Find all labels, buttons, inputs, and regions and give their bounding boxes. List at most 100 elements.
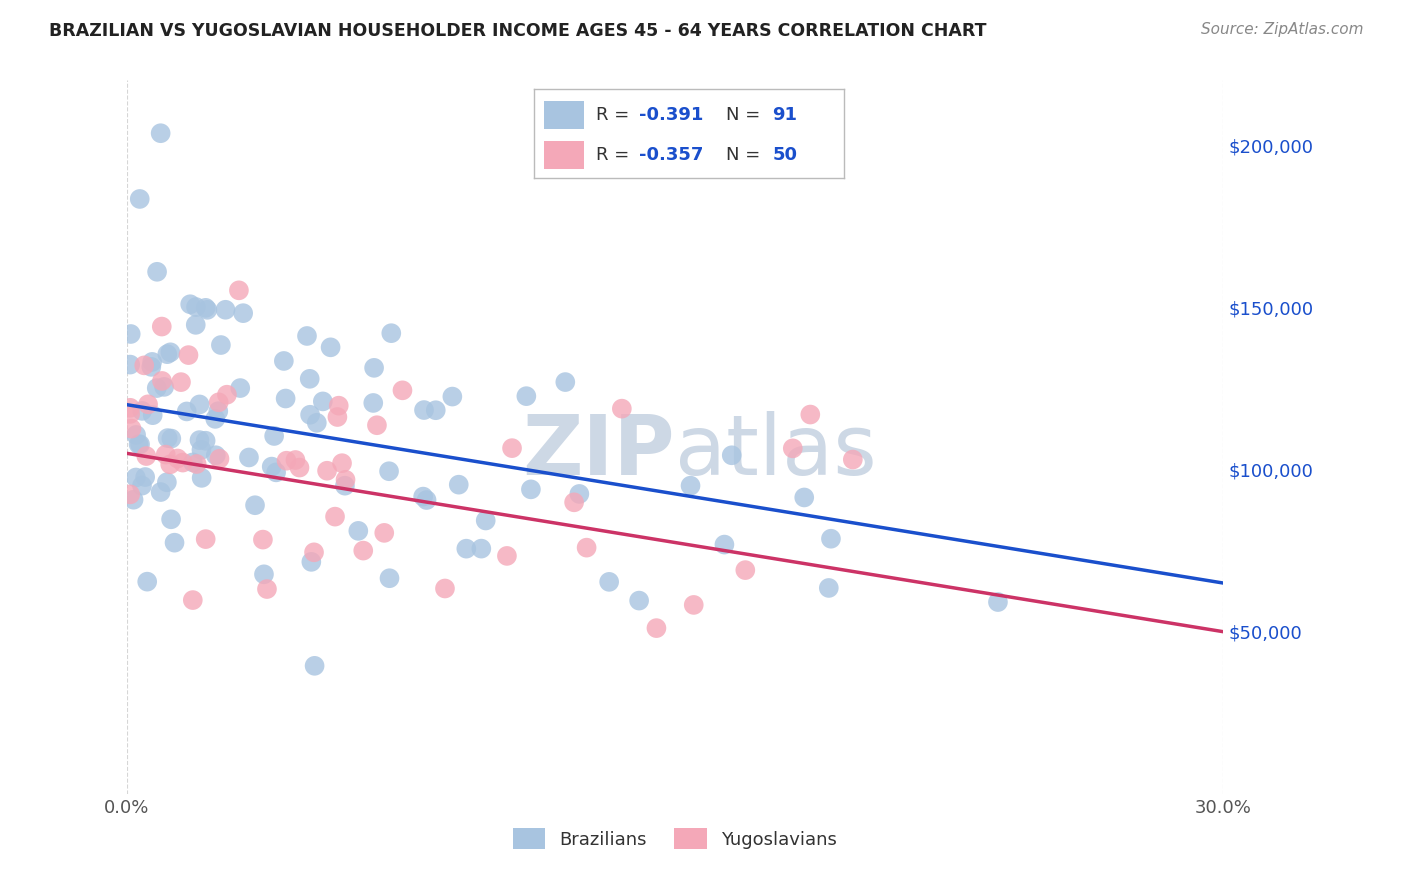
Point bbox=[146, 265, 169, 279]
Point bbox=[120, 326, 142, 341]
Point bbox=[134, 359, 156, 373]
Point bbox=[501, 441, 523, 455]
Point bbox=[195, 302, 218, 317]
Point bbox=[333, 479, 356, 493]
Point bbox=[713, 538, 735, 552]
Text: 50: 50 bbox=[772, 146, 797, 164]
Point bbox=[186, 457, 208, 471]
Point bbox=[232, 306, 254, 320]
Text: Source: ZipAtlas.com: Source: ZipAtlas.com bbox=[1201, 22, 1364, 37]
Point bbox=[474, 514, 496, 528]
Point bbox=[679, 478, 702, 492]
Point bbox=[413, 403, 436, 417]
Point bbox=[628, 593, 651, 607]
Point bbox=[194, 301, 217, 315]
Point bbox=[352, 543, 374, 558]
Point bbox=[323, 509, 346, 524]
Point bbox=[298, 372, 321, 386]
Point bbox=[520, 483, 543, 497]
Point bbox=[415, 493, 437, 508]
Point bbox=[150, 319, 173, 334]
Point bbox=[380, 326, 402, 341]
Point bbox=[159, 345, 181, 359]
Point bbox=[562, 495, 585, 509]
Point bbox=[163, 535, 186, 549]
Point bbox=[135, 449, 157, 463]
Point bbox=[207, 404, 229, 418]
Point bbox=[361, 396, 384, 410]
Point bbox=[170, 375, 193, 389]
Point bbox=[184, 318, 207, 332]
Point bbox=[160, 432, 183, 446]
Point bbox=[238, 450, 260, 465]
Point bbox=[820, 532, 842, 546]
Point bbox=[682, 598, 704, 612]
Point bbox=[160, 512, 183, 526]
Point bbox=[515, 389, 537, 403]
Point bbox=[842, 452, 865, 467]
Point bbox=[302, 545, 325, 559]
Point bbox=[304, 658, 326, 673]
Point bbox=[125, 428, 148, 442]
Point bbox=[131, 404, 153, 418]
Point bbox=[260, 459, 283, 474]
Point bbox=[120, 358, 142, 372]
Point bbox=[335, 473, 357, 487]
Point bbox=[782, 442, 804, 456]
Point bbox=[131, 478, 153, 492]
Point bbox=[177, 348, 200, 362]
Point bbox=[441, 390, 464, 404]
Point bbox=[181, 455, 204, 469]
Point bbox=[378, 464, 401, 478]
Point bbox=[299, 408, 322, 422]
Point bbox=[554, 375, 576, 389]
Point bbox=[194, 532, 217, 546]
Point bbox=[305, 416, 328, 430]
Point bbox=[243, 498, 266, 512]
Point bbox=[129, 437, 152, 451]
Point bbox=[136, 574, 159, 589]
Point bbox=[121, 422, 143, 436]
Point bbox=[987, 595, 1010, 609]
Point bbox=[299, 555, 322, 569]
Point bbox=[319, 340, 342, 354]
Point bbox=[366, 418, 388, 433]
Point bbox=[120, 487, 142, 501]
Point bbox=[363, 360, 385, 375]
Point bbox=[378, 571, 401, 585]
Point bbox=[122, 492, 145, 507]
Point bbox=[288, 460, 311, 475]
Text: atlas: atlas bbox=[675, 411, 876, 491]
Point bbox=[128, 192, 150, 206]
Point bbox=[190, 442, 212, 457]
Point bbox=[190, 471, 212, 485]
Point bbox=[204, 412, 226, 426]
Point bbox=[799, 408, 821, 422]
Point bbox=[156, 431, 179, 445]
Text: -0.357: -0.357 bbox=[640, 146, 704, 164]
Point bbox=[328, 399, 350, 413]
Point bbox=[184, 300, 207, 314]
Point bbox=[295, 329, 318, 343]
Legend: Brazilians, Yugoslavians: Brazilians, Yugoslavians bbox=[506, 821, 844, 856]
Point bbox=[273, 354, 295, 368]
Point bbox=[253, 567, 276, 582]
Point bbox=[496, 549, 519, 563]
Point bbox=[793, 491, 815, 505]
Point bbox=[252, 533, 274, 547]
Point bbox=[209, 338, 232, 352]
Point bbox=[181, 593, 204, 607]
Point bbox=[575, 541, 598, 555]
Point bbox=[155, 448, 177, 462]
Point bbox=[347, 524, 370, 538]
Point bbox=[568, 487, 591, 501]
Text: 91: 91 bbox=[772, 106, 797, 124]
Point bbox=[134, 470, 156, 484]
Point bbox=[284, 453, 307, 467]
Point bbox=[156, 475, 179, 490]
Point bbox=[264, 466, 287, 480]
Point bbox=[447, 477, 470, 491]
Point bbox=[456, 541, 478, 556]
Point bbox=[166, 451, 188, 466]
Bar bbox=[544, 101, 583, 129]
